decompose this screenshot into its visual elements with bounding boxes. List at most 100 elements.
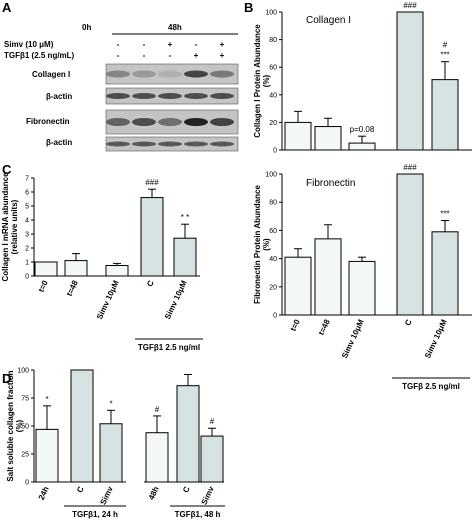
bar xyxy=(314,238,342,316)
blot-band xyxy=(132,93,156,99)
y-tick-label: 1 xyxy=(25,260,29,267)
bar xyxy=(145,432,169,483)
y-axis-label: Fibronectin Protein Abundance xyxy=(253,185,262,304)
chart-collagen-mrna: 0 1 2 3 4 5 6 7 Collagen I mRNA abundance (relati… xyxy=(1,172,203,352)
bar xyxy=(431,79,459,151)
y-axis-label: Collagen I Protein Abundance xyxy=(253,24,262,138)
treatment-mark: - xyxy=(143,51,146,60)
significance-label: # xyxy=(155,405,160,414)
significance-label: # xyxy=(210,417,215,426)
bar xyxy=(284,256,312,316)
treatment-mark: - xyxy=(143,40,146,49)
y-axis-label: (%) xyxy=(262,74,271,87)
category-label: t=48 xyxy=(65,279,80,298)
group-label: TGFβ1, 48 h xyxy=(175,510,221,519)
blot-band xyxy=(184,118,208,126)
y-axis-label: (relative units) xyxy=(10,199,19,254)
y-tick-label: 80 xyxy=(269,37,277,44)
chart-title: Fibronectin xyxy=(306,178,355,189)
blot-band xyxy=(158,141,182,147)
panel-label-b: B xyxy=(244,0,253,15)
bar xyxy=(34,261,58,277)
bar xyxy=(396,173,424,316)
y-tick-label: 6 xyxy=(25,190,29,197)
category-label: t=0 xyxy=(37,279,50,294)
category-label: Simv 10μM xyxy=(95,279,121,321)
blot-band xyxy=(158,93,182,99)
y-axis-label: Collagen I mRNA abundance xyxy=(1,172,10,282)
y-tick-label: 100 xyxy=(17,368,29,375)
blot-row-label-fibronectin: Fibronectin xyxy=(26,117,70,126)
y-tick-label: 40 xyxy=(269,256,277,263)
bar xyxy=(35,428,59,483)
y-tick-label: 20 xyxy=(269,284,277,291)
bar xyxy=(284,121,312,151)
category-label: Simv 10μM xyxy=(423,318,449,360)
chart-title: Collagen I xyxy=(306,15,351,26)
bar xyxy=(348,260,376,316)
blot-row-label-actin-1: β-actin xyxy=(46,92,72,101)
category-label: C xyxy=(145,279,156,288)
bar xyxy=(314,126,342,151)
bar xyxy=(64,260,88,277)
blot-strips xyxy=(105,63,239,152)
y-tick-label: 60 xyxy=(269,228,277,235)
blot-band xyxy=(106,93,130,99)
blot-band xyxy=(106,118,130,126)
significance-label: ### xyxy=(403,163,417,172)
y-tick-label: 20 xyxy=(269,120,277,127)
y-tick-label: 4 xyxy=(25,218,29,225)
blot-band xyxy=(210,141,234,147)
time-label-48h: 48h xyxy=(168,23,182,32)
bar xyxy=(140,197,164,277)
significance-label: p=0.08 xyxy=(350,125,375,134)
category-label: C xyxy=(75,485,86,494)
treatment-mark: - xyxy=(117,51,120,60)
time-label-0h: 0h xyxy=(82,23,91,32)
treatment-mark: + xyxy=(220,51,225,60)
y-tick-label: 75 xyxy=(21,396,29,403)
y-tick-label: 5 xyxy=(25,204,29,211)
y-tick-label: 0 xyxy=(25,480,29,487)
y-tick-label: 7 xyxy=(25,176,29,183)
y-tick-label: 60 xyxy=(269,65,277,72)
y-tick-label: 40 xyxy=(269,92,277,99)
category-label: 48h xyxy=(147,485,161,501)
treatment-mark: - xyxy=(169,51,172,60)
significance-label: * xyxy=(45,395,48,404)
bar xyxy=(176,385,200,483)
bar xyxy=(431,231,459,316)
category-label: t=48 xyxy=(317,318,332,337)
significance-label: *** xyxy=(440,51,449,60)
treatment-mark: + xyxy=(194,51,199,60)
blot-band xyxy=(210,70,234,78)
y-tick-label: 100 xyxy=(265,172,277,179)
group-label: TGFβ1, 24 h xyxy=(72,510,118,519)
significance-label: *** xyxy=(440,210,449,219)
y-tick-label: 0 xyxy=(25,274,29,281)
y-tick-label: 0 xyxy=(273,313,277,320)
panel-label-c: C xyxy=(2,162,12,177)
treatment-mark: - xyxy=(117,40,120,49)
blot-band xyxy=(158,70,182,78)
treatment-marks: - - + - + - - - + + xyxy=(117,40,225,60)
treatment-mark: + xyxy=(220,40,225,49)
treatment-label-tgfb1: TGFβ1 (2.5 ng/mL) xyxy=(4,51,75,60)
significance-label: * * xyxy=(181,213,189,222)
y-tick-label: 100 xyxy=(265,10,277,17)
category-label: t=0 xyxy=(289,318,302,333)
category-label: Simv 10μM xyxy=(340,318,366,360)
blot-band xyxy=(132,118,156,126)
blot-band xyxy=(106,70,130,78)
y-axis-label: Salt soluble collagen fraction xyxy=(6,370,15,481)
y-tick-label: 2 xyxy=(25,246,29,253)
y-axis-label: (%) xyxy=(15,419,24,432)
category-label: 24h xyxy=(37,485,51,501)
bar xyxy=(348,142,376,151)
category-label: C xyxy=(403,318,414,327)
bar xyxy=(70,369,94,483)
